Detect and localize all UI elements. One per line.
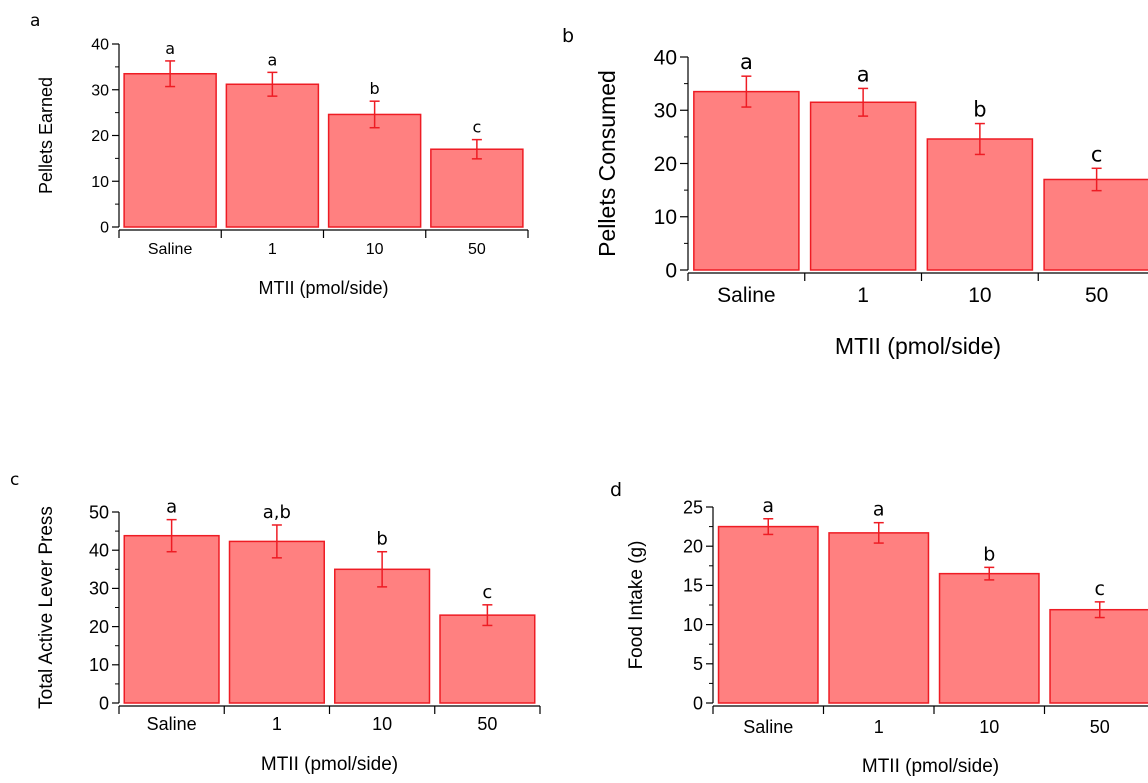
- chart-panel-c: c a Saline a,b 1 b 10 c 50 0 10 20 30 40 50 Total Activ…: [10, 470, 541, 775]
- y-tick-label: 0: [100, 220, 109, 237]
- bar-50: [430, 148, 524, 228]
- panel-label: a: [30, 11, 40, 31]
- bar-saline: [123, 72, 217, 228]
- bar-1: [828, 532, 930, 704]
- bar-10: [327, 113, 422, 228]
- x-tick-label: 50: [468, 241, 486, 258]
- x-tick-label: 10: [968, 284, 991, 307]
- significance-label: a: [165, 39, 175, 58]
- bar-saline: [693, 90, 800, 271]
- x-tick-label: 50: [1090, 717, 1110, 737]
- y-tick-label: 15: [683, 576, 703, 596]
- y-tick-label: 0: [665, 259, 677, 282]
- y-tick-label: 30: [91, 82, 109, 99]
- x-axis-title: MTII (pmol/side): [261, 754, 398, 775]
- x-tick-label: Saline: [743, 717, 793, 737]
- y-tick-label: 30: [654, 100, 677, 123]
- x-tick-label: 1: [268, 241, 277, 258]
- chart-panel-a: a a Saline a 1 b 10 c 50 0 10 20 30 40 Pellets Earned M…: [30, 11, 529, 298]
- significance-label: c: [482, 582, 492, 603]
- panel-label: c: [10, 470, 19, 490]
- significance-label: b: [376, 529, 387, 550]
- bar-saline: [717, 525, 819, 704]
- y-tick-label: 20: [683, 537, 703, 557]
- significance-label: c: [1095, 578, 1105, 600]
- x-tick-label: 1: [272, 714, 282, 734]
- x-axis-title: MTII (pmol/side): [258, 278, 388, 298]
- y-tick-label: 20: [654, 153, 677, 176]
- y-tick-label: 50: [89, 502, 109, 522]
- bar-50: [1043, 178, 1148, 271]
- y-tick-label: 10: [89, 655, 109, 675]
- significance-label: a: [267, 50, 277, 69]
- y-axis-title: Pellets Earned: [36, 77, 56, 194]
- bar-10: [334, 568, 431, 704]
- chart-panel-b: b a Saline a 1 b 10 c 50 0 10 20 30 40 Pellets Consume…: [562, 25, 1148, 359]
- chart-panel-d: d a Saline a 1 b 10 c 50 0 5 10 15 20 25 Food Intake (g…: [610, 479, 1148, 777]
- y-tick-label: 40: [89, 541, 109, 561]
- significance-label: c: [1091, 142, 1103, 166]
- y-axis-title: Total Active Lever Press: [36, 506, 57, 709]
- bar-saline: [123, 534, 220, 704]
- x-tick-label: 10: [372, 714, 392, 734]
- y-tick-label: 0: [99, 693, 109, 713]
- y-tick-label: 10: [654, 206, 677, 229]
- y-tick-label: 40: [654, 46, 677, 69]
- significance-label: b: [973, 98, 986, 122]
- x-tick-label: 10: [979, 717, 999, 737]
- y-tick-label: 20: [91, 128, 109, 145]
- y-tick-label: 25: [683, 497, 703, 517]
- x-tick-label: 50: [1085, 284, 1108, 307]
- significance-label: a: [740, 50, 753, 74]
- bar-10: [926, 138, 1034, 271]
- y-tick-label: 0: [693, 693, 703, 713]
- significance-label: a,b: [263, 502, 291, 523]
- bar-10: [938, 572, 1040, 704]
- significance-label: a: [762, 495, 774, 517]
- significance-label: a: [873, 499, 885, 521]
- y-tick-label: 10: [683, 615, 703, 635]
- significance-label: a: [166, 497, 177, 518]
- significance-label: a: [857, 62, 870, 86]
- bar-1: [225, 83, 320, 228]
- y-axis-title: Food Intake (g): [626, 541, 647, 670]
- y-tick-label: 5: [693, 654, 703, 674]
- x-tick-label: Saline: [147, 714, 197, 734]
- bar-50: [439, 614, 536, 704]
- bar-1: [228, 540, 325, 704]
- x-tick-label: 1: [874, 717, 884, 737]
- bar-50: [1049, 608, 1148, 704]
- significance-label: c: [472, 118, 481, 137]
- x-tick-label: 1: [857, 284, 869, 307]
- x-tick-label: 10: [366, 241, 384, 258]
- x-axis-title: MTII (pmol/side): [862, 756, 999, 777]
- y-tick-label: 40: [91, 37, 109, 54]
- panel-label: d: [610, 479, 622, 501]
- significance-label: b: [983, 543, 995, 565]
- y-tick-label: 30: [89, 579, 109, 599]
- significance-label: b: [370, 79, 380, 98]
- y-tick-label: 20: [89, 617, 109, 637]
- x-tick-label: 50: [477, 714, 497, 734]
- bar-1: [809, 101, 917, 271]
- y-axis-title: Pellets Consumed: [594, 70, 620, 257]
- x-tick-label: Saline: [717, 284, 775, 307]
- x-tick-label: Saline: [148, 241, 193, 258]
- x-axis-title: MTII (pmol/side): [835, 333, 1001, 359]
- y-tick-label: 10: [91, 174, 109, 191]
- panel-label: b: [562, 25, 574, 47]
